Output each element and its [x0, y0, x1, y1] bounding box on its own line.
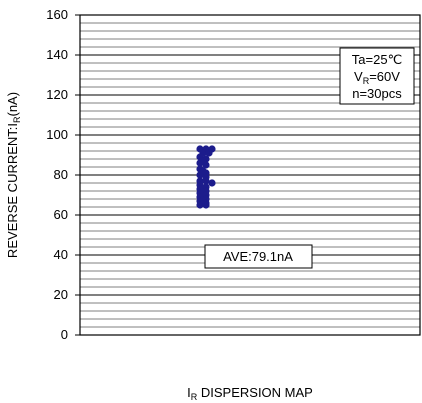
condition-voltage: VR=60V	[354, 69, 400, 86]
conditions-box: Ta=25℃ VR=60V n=30pcs	[339, 47, 415, 105]
data-point	[199, 157, 207, 165]
condition-count: n=30pcs	[352, 86, 402, 101]
y-tick-label: 0	[61, 327, 68, 342]
y-tick-label: 160	[46, 7, 68, 22]
data-point	[196, 201, 204, 209]
data-points	[196, 145, 216, 209]
y-tick-label: 80	[54, 167, 68, 182]
average-label: AVE:79.1nA	[223, 249, 293, 264]
condition-temperature: Ta=25℃	[352, 52, 402, 67]
average-box: AVE:79.1nA	[204, 244, 313, 269]
y-tick-label: 40	[54, 247, 68, 262]
grid-lines	[80, 22, 420, 328]
y-tick-label: 120	[46, 87, 68, 102]
data-point	[205, 149, 213, 157]
y-axis-label: REVERSE CURRENT:IR(nA)	[5, 92, 22, 258]
x-axis-label: IR DISPERSION MAP	[187, 385, 313, 402]
data-point	[208, 179, 216, 187]
y-tick-label: 60	[54, 207, 68, 222]
y-tick-label: 20	[54, 287, 68, 302]
y-axis-ticks: 0 20 40 60 80 100 120 140 160	[46, 7, 80, 342]
data-point	[202, 177, 210, 185]
y-tick-label: 140	[46, 47, 68, 62]
data-point	[199, 167, 207, 175]
data-point	[202, 201, 210, 209]
y-tick-label: 100	[46, 127, 68, 142]
